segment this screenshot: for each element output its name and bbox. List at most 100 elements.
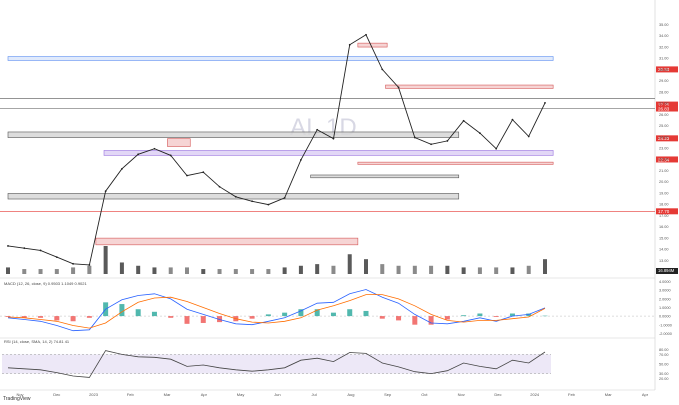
price-axis-tick: 29.00	[659, 79, 669, 83]
zone-purple	[103, 150, 554, 156]
macd-histogram-bar	[54, 316, 60, 321]
macd-histogram-bar	[330, 312, 336, 317]
price-axis-tick: 28.00	[659, 90, 669, 94]
price-axis-tick: 23.00	[659, 147, 669, 151]
macd-axis-tick: 0.0000	[659, 315, 671, 319]
price-point	[332, 137, 335, 140]
volume-bar	[282, 267, 287, 274]
price-axis-tick: 22.00	[659, 158, 669, 162]
volume-bar	[6, 267, 10, 274]
time-axis-tick: Jun	[274, 392, 280, 397]
volume-bar	[526, 265, 531, 274]
macd-histogram-bar	[461, 315, 467, 317]
price-point	[348, 43, 351, 46]
volume-bar	[152, 267, 157, 274]
volume-bar	[461, 267, 466, 274]
price-axis-tick: 31.00	[659, 57, 669, 61]
volume-bar	[201, 269, 206, 274]
macd-axis-tick: 2.0000	[659, 297, 671, 301]
signal-line	[7, 294, 546, 329]
volume-bar	[168, 267, 173, 274]
price-point	[527, 135, 530, 138]
price-point	[39, 249, 42, 252]
volume-bar	[429, 265, 434, 274]
price-axis-tick: 13.00	[659, 259, 669, 263]
time-axis-tick: Nov	[458, 392, 465, 397]
volume-bar	[298, 265, 303, 274]
volume-tag	[656, 268, 678, 274]
macd-histogram-bar	[282, 312, 288, 317]
price-point	[23, 247, 26, 250]
price-point	[104, 190, 107, 193]
price-point	[186, 174, 188, 177]
macd-axis-tick: 1.0000	[659, 306, 671, 310]
time-axis-tick: Feb	[127, 392, 135, 397]
macd-histogram-bar	[265, 314, 271, 317]
chart-background	[0, 0, 655, 405]
price-axis-tick: 15.00	[659, 236, 669, 240]
macd-axis-tick: 3.0000	[659, 289, 671, 293]
time-axis-tick: May	[237, 392, 245, 397]
time-axis-tick: Dec	[53, 392, 60, 397]
zone-gray	[7, 193, 460, 200]
macd-histogram-bar	[168, 316, 174, 318]
macd-histogram-bar	[135, 309, 141, 317]
price-line	[7, 34, 546, 266]
macd-histogram-bar	[86, 316, 92, 318]
macd-histogram-bar	[428, 316, 434, 325]
price-point	[511, 118, 514, 121]
macd-histogram-bar	[363, 310, 369, 317]
macd-histogram-bar	[542, 315, 548, 317]
volume-bar	[412, 265, 417, 274]
price-axis-tick: 32.00	[659, 45, 669, 49]
zone-red	[385, 84, 554, 89]
zone-blue	[7, 56, 554, 61]
price-point	[283, 197, 286, 199]
rsi-axis-tick: 20.00	[659, 377, 669, 381]
price-point	[430, 143, 432, 146]
price-point	[169, 154, 172, 157]
volume-tag-label: 16.894M	[658, 268, 675, 273]
volume-bar	[250, 269, 255, 274]
macd-axis-tick: -1.0000	[659, 323, 672, 327]
price-tag	[656, 156, 678, 163]
price-point	[218, 185, 221, 188]
rsi-axis-tick: 50.00	[659, 363, 669, 367]
price-tag	[656, 101, 678, 108]
price-tag	[656, 105, 678, 112]
macd-histogram-bar	[396, 316, 402, 321]
volume-bar	[54, 269, 59, 274]
price-axis-tick: 19.00	[659, 191, 669, 195]
price-point	[121, 167, 123, 170]
time-axis-tick: Sep	[384, 392, 392, 397]
price-tag-label: 17.70	[658, 209, 670, 214]
price-tag-label: 27.25	[658, 102, 670, 107]
price-point	[7, 245, 9, 247]
price-point	[479, 132, 481, 134]
volume-bar	[38, 269, 43, 274]
macd-histogram-bar	[493, 316, 499, 317]
volume-bar	[543, 259, 547, 274]
macd-histogram-bar	[477, 313, 483, 317]
price-axis-tick: 25.00	[659, 124, 669, 128]
price-axis-tick: 30.00	[659, 68, 669, 72]
volume-bar	[233, 269, 238, 274]
macd-histogram-bar	[200, 316, 206, 323]
rsi-axis-tick: 80.00	[659, 348, 669, 352]
macd-line	[7, 289, 546, 332]
volume-bar	[510, 267, 515, 274]
macd-histogram-bar	[151, 311, 157, 317]
price-point	[413, 136, 416, 139]
volume-bar	[103, 246, 108, 274]
volume-bar	[494, 267, 499, 274]
macd-histogram-bar	[444, 316, 450, 320]
price-tag-label: 24.23	[658, 136, 670, 141]
time-axis-tick: 2023	[89, 392, 99, 397]
macd-axis-tick: 4.0000	[659, 280, 671, 284]
time-axis-tick: Nov	[16, 392, 23, 397]
price-point	[153, 147, 156, 150]
macd-histogram-bar	[347, 309, 353, 317]
price-point	[72, 262, 74, 265]
price-axis-tick: 16.00	[659, 225, 669, 229]
